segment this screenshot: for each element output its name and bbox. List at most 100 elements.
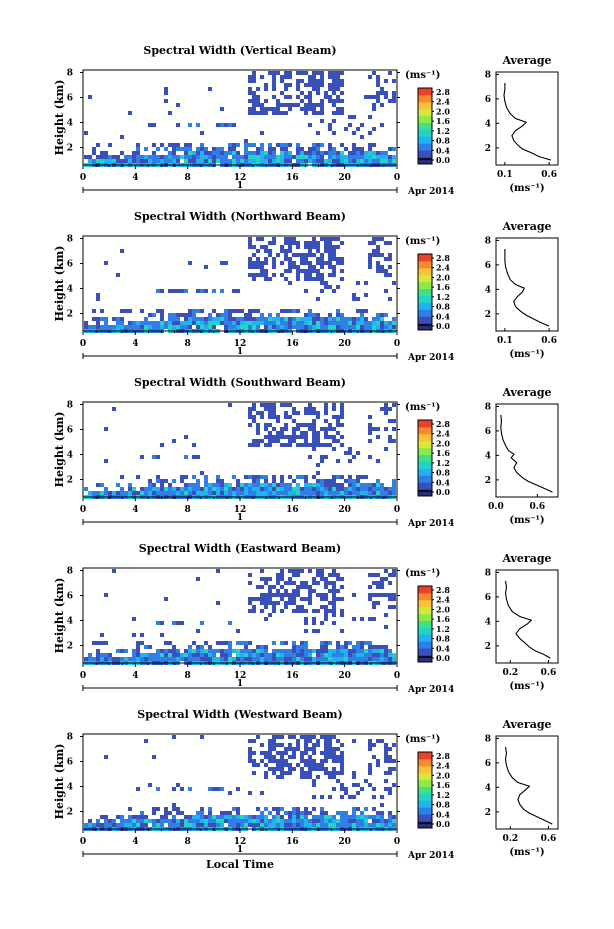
heatmap-cell [124, 819, 128, 823]
heatmap-cell [232, 325, 236, 329]
heatmap-cell [348, 123, 352, 127]
heatmap-cell [264, 475, 268, 479]
heatmap-cell [380, 657, 384, 661]
heatmap-cell [200, 155, 204, 159]
heatmap-cell [388, 253, 392, 257]
heatmap-cell [308, 273, 312, 277]
heatmap-cell [264, 317, 268, 321]
panel-title: Spectral Width (Westward Beam) [137, 708, 342, 721]
heatmap-cell [148, 653, 152, 657]
colorbar-swatch [418, 786, 432, 794]
heatmap-cell [248, 241, 252, 245]
heatmap-cell [368, 483, 372, 487]
heatmap-cell [276, 71, 280, 75]
average-profile-line [504, 580, 551, 659]
heatmap-cell [248, 491, 252, 495]
average-y-label: 6 [485, 427, 491, 437]
heatmap-cell [224, 657, 228, 661]
heatmap-cell [252, 597, 256, 601]
heatmap-cell [308, 249, 312, 253]
heatmap-cell [312, 487, 316, 491]
average-y-label: 6 [485, 261, 491, 271]
heatmap-cell [304, 71, 308, 75]
heatmap-cell [344, 823, 348, 827]
heatmap-cell [312, 317, 316, 321]
heatmap-cell [200, 491, 204, 495]
heatmap-cell [316, 87, 320, 91]
heatmap-cell [304, 289, 308, 293]
heatmap-cell [144, 321, 148, 325]
heatmap-cell [332, 155, 336, 159]
heatmap-cell [248, 245, 252, 249]
colorbar-swatch [418, 475, 432, 483]
heatmap-cell [256, 423, 260, 427]
heatmap-cell [312, 79, 316, 83]
heatmap-cell [236, 629, 240, 633]
heatmap-cell [260, 265, 264, 269]
heatmap-cell [308, 747, 312, 751]
heatmap-cell [256, 325, 260, 329]
heatmap-cell [336, 423, 340, 427]
y-axis-label: Height (km) [53, 412, 66, 488]
y-axis-label: Height (km) [53, 246, 66, 322]
heatmap-cell [304, 321, 308, 325]
heatmap-cell [284, 653, 288, 657]
heatmap-cell [228, 403, 232, 407]
heatmap-cell [316, 443, 320, 447]
heatmap-cell [224, 321, 228, 325]
heatmap-cell [284, 309, 288, 313]
heatmap-cell [272, 257, 276, 261]
heatmap-cell [184, 475, 188, 479]
heatmap-cell [340, 277, 344, 281]
heatmap-cell [244, 313, 248, 317]
heatmap-cell [312, 491, 316, 495]
heatmap-cell [368, 155, 372, 159]
heatmap-cell [332, 759, 336, 763]
heatmap-cell [352, 297, 356, 301]
heatmap-cell [384, 289, 388, 293]
heatmap-cell [256, 649, 260, 653]
colorbar-swatch [418, 136, 432, 144]
heatmap-cell [364, 649, 368, 653]
heatmap-cell [260, 273, 264, 277]
heatmap-cell [324, 249, 328, 253]
heatmap-cell [324, 739, 328, 743]
heatmap-cell [336, 325, 340, 329]
heatmap-cell [368, 657, 372, 661]
heatmap-cell [300, 107, 304, 111]
heatmap-cell [140, 823, 144, 827]
heatmap-cell [228, 811, 232, 815]
heatmap-cell [248, 317, 252, 321]
heatmap-cell [376, 99, 380, 103]
heatmap-cell [340, 743, 344, 747]
heatmap-cell [332, 589, 336, 593]
heatmap-cell [252, 111, 256, 115]
heatmap-cell [364, 325, 368, 329]
colorbar-swatch [418, 599, 432, 608]
heatmap-cell [204, 815, 208, 819]
heatmap-cell [344, 791, 348, 795]
heatmap-cell [328, 147, 332, 151]
heatmap-cell [328, 317, 332, 321]
heatmap-cell [288, 321, 292, 325]
heatmap-cell [340, 783, 344, 787]
heatmap-cell [336, 439, 340, 443]
heatmap-cell [380, 87, 384, 91]
heatmap-cell [156, 289, 160, 293]
heatmap-cell [324, 317, 328, 321]
heatmap-cell [260, 313, 264, 317]
heatmap-cell [228, 321, 232, 325]
heatmap-cell [204, 147, 208, 151]
heatmap-cell [100, 823, 104, 827]
heatmap-cell [252, 739, 256, 743]
heatmap-cell [348, 447, 352, 451]
heatmap-cell [296, 819, 300, 823]
heatmap-cell [372, 151, 376, 155]
heatmap-cell [332, 111, 336, 115]
heatmap-cell [248, 407, 252, 411]
heatmap-cell [368, 815, 372, 819]
heatmap-cell [340, 755, 344, 759]
heatmap-cell [276, 815, 280, 819]
heatmap-cell [304, 151, 308, 155]
heatmap-cell [168, 321, 172, 325]
